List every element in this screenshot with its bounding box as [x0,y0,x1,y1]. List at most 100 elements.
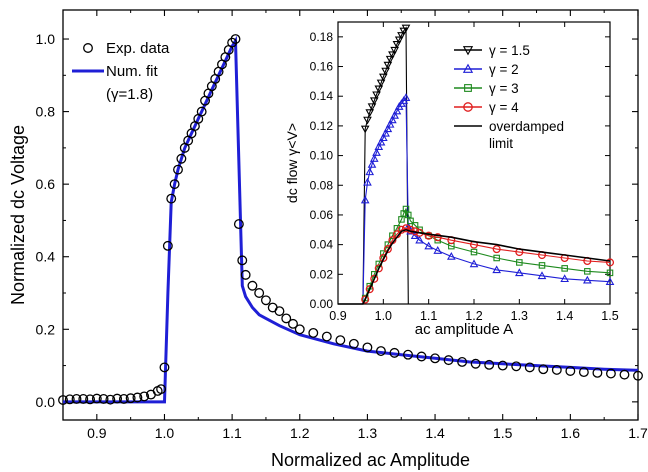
data-point-exp [362,342,373,353]
main-chart: 0.9 1.0 1.1 1.2 1.3 1.4 1.5 1.6 1.7 0.0 0.2 0.4 0.6 0… [8,9,648,470]
inset-x-tick-label: 1.4 [556,309,573,323]
x-tick-label: 1.1 [222,425,242,441]
inset-data-point [363,177,372,186]
inset-data-point [538,262,546,269]
inset-y-tick-label: 0.04 [310,238,334,252]
inset-data-point [493,254,500,262]
inset-data-point [376,79,386,88]
data-point-exp [247,280,258,291]
data-point-exp [91,393,102,404]
inset-data-point [415,235,424,244]
inset-data-point [379,253,388,263]
data-point-exp [254,288,265,298]
data-point-exp [484,359,495,370]
data-point-exp [71,394,82,404]
data-point-exp [416,351,427,362]
data-point-exp [457,356,468,367]
inset-y-tick-label: 0.00 [310,297,334,311]
inset-x-tick-label: 1.0 [375,309,392,323]
data-point-exp [260,295,271,306]
inset-data-point [397,32,406,40]
inset-x-axis-label: ac amplitude A [415,321,513,338]
inset-y-tick-label: 0.18 [310,30,334,44]
inset-data-point [537,271,547,280]
data-point-exp [375,346,386,357]
data-point-exp [578,367,589,378]
inset-data-point [561,265,568,272]
inset-data-point [605,258,615,267]
legend-label-gamma: (γ=1.8) [106,86,153,103]
inset-data-point [365,167,375,176]
x-tick-label: 1.0 [155,425,175,441]
inset-data-point [424,231,433,240]
data-point-exp [389,347,400,358]
inset-data-point [363,116,372,125]
data-point-exp [348,338,359,349]
inset-data-point [360,195,370,204]
data-point-exp [497,360,508,371]
inset-data-point [372,91,381,100]
inset-data-point [605,277,615,286]
data-point-exp [173,164,183,175]
inset-legend-label: γ = 3 [489,81,519,96]
y-tick-label: 0.8 [36,104,56,120]
inset-legend-label: γ = 2 [489,62,519,77]
y-tick-label: 1.0 [36,31,56,47]
inset-x-tick-label: 1.1 [420,309,437,323]
data-point-exp [176,153,187,164]
data-point-exp [230,34,241,44]
data-point-exp [443,355,454,366]
data-point-exp [274,306,285,317]
inset-legend-label: γ = 1.5 [489,43,530,58]
inset-data-point [365,285,374,294]
inset-series-line [338,228,611,305]
inset-y-tick-label: 0.08 [310,178,334,192]
data-point-exp [64,394,75,405]
inset-y-tick-label: 0.16 [310,60,334,74]
data-point-exp [159,362,170,373]
inset-data-point [369,154,379,162]
inset-x-tick-label: 1.5 [601,309,618,323]
data-point-exp [98,394,109,404]
y-tick-label: 0.0 [36,394,56,410]
inset-data-point [367,159,377,168]
inset-data-point [469,259,479,268]
inset-y-tick-label: 0.02 [310,267,334,281]
inset-data-point [374,142,384,150]
inset-data-point [514,268,524,277]
inset-data-point [367,103,377,112]
inset-legend-marker [462,63,474,73]
data-point-exp [156,384,167,395]
main-plot-frame [62,9,639,421]
inset-data-point [376,137,386,146]
data-point-exp [125,393,136,404]
data-point-exp [112,393,123,404]
inset-data-point [390,46,400,55]
inset-data-point [560,274,570,283]
data-point-exp [335,335,346,346]
inset-data-point [372,148,381,156]
inset-legend-marker [464,84,472,92]
inset-y-tick-label: 0.14 [310,89,334,103]
data-point-exp [430,353,441,364]
data-point-exp [132,392,143,403]
data-point-exp [403,349,413,360]
inset-data-point [492,265,502,274]
inset-y-tick-label: 0.10 [310,149,334,163]
y-tick-label: 0.4 [36,249,56,265]
inset-data-point [365,109,375,118]
data-point-exp [619,369,630,380]
x-tick-label: 1.6 [561,425,581,441]
inset-data-point [492,245,501,254]
inset-data-point [385,119,395,128]
inset-data-point [374,264,383,273]
inset-data-point [584,268,591,275]
inset-data-point [424,241,434,250]
x-tick-label: 1.5 [493,425,513,441]
data-point-exp [605,368,616,379]
inset-x-tick-label: 1.3 [511,309,528,323]
data-point-exp [58,395,68,405]
data-point-exp [551,364,562,375]
inset-y-tick-label: 0.12 [310,119,334,133]
inset-data-point [383,245,392,254]
